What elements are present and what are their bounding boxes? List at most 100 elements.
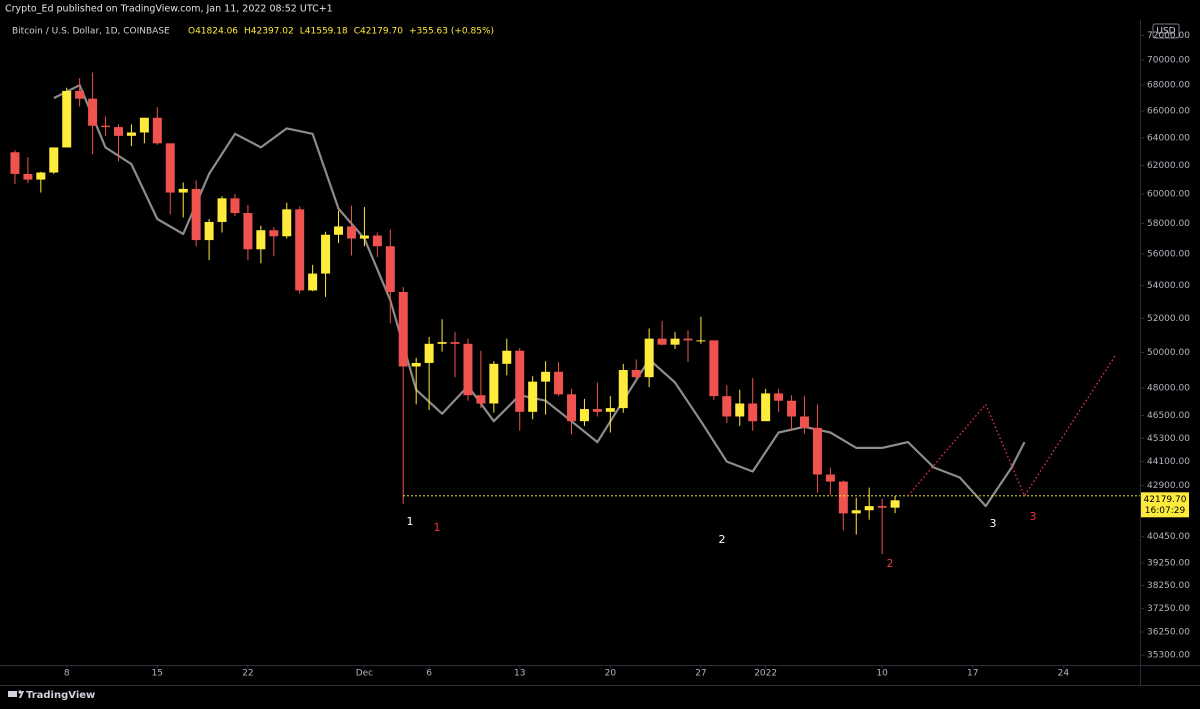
candle-body [88,98,98,126]
symbol-label: Bitcoin / U.S. Dollar, 1D, COINBASE [12,27,170,37]
candle-body [541,371,551,382]
y-tick-label: 42900.00 [1147,481,1190,491]
candle-body [735,403,745,417]
x-tick-label: 10 [876,669,888,679]
currency-label: USD [1156,27,1175,37]
candle-body [502,350,512,364]
ohlc-legend: O41824.06 H42397.02 L41559.18 C42179.70 +355… [188,27,494,37]
candle-body [489,363,499,404]
wave-label: 3 [1030,510,1037,523]
candle-body [49,147,59,173]
candle-body [515,350,525,412]
candle-body [424,343,434,363]
x-tick-label: 13 [514,669,525,679]
publish-header: Crypto_Ed published on TradingView.com, … [5,4,333,15]
candle-body [75,90,85,99]
candle-body [308,273,318,291]
y-tick-label: 38250.00 [1147,581,1190,591]
candle-body [346,226,356,239]
candle-body [851,510,861,514]
candle-body [269,230,279,237]
x-tick-label: 27 [695,669,706,679]
y-tick-label: 64000.00 [1147,133,1190,143]
y-tick-label: 39250.00 [1147,558,1190,568]
y-tick-label: 36250.00 [1147,628,1190,638]
y-tick-label: 45300.00 [1147,434,1190,444]
candle-body [592,409,602,412]
y-tick-label: 37250.00 [1147,604,1190,614]
x-tick-label: 8 [64,669,70,679]
x-tick-label: 17 [967,669,978,679]
candle-body [101,125,111,128]
candle-body [178,188,188,193]
candle-body [321,234,331,274]
tradingview-logo [8,690,24,698]
y-tick-label: 68000.00 [1147,81,1190,91]
candle-body [605,408,615,412]
y-tick-label: 62000.00 [1147,161,1190,171]
candle-body [36,172,46,180]
candle-body [644,338,654,378]
y-tick-label: 40450.00 [1147,532,1190,542]
candle-body [334,226,344,235]
candle-body [385,246,395,293]
candle-body [217,198,227,222]
logo-part [8,691,17,697]
candle-body [877,506,887,508]
wave-label: 1 [407,515,414,528]
candle-body [372,235,382,247]
candle-body [657,338,667,345]
candle-body [567,394,576,422]
candle-body [295,209,305,291]
y-tick-label: 72000.00 [1147,31,1190,41]
logo-part [19,691,24,698]
candle-body [774,393,784,401]
candle-body [670,338,680,345]
last-price: 42179.70 [1144,495,1187,505]
y-tick-label: 44100.00 [1147,457,1190,467]
y-tick-label: 66000.00 [1147,107,1190,117]
candle-body [243,213,253,250]
candle-body [191,188,201,241]
candle-body [398,292,408,367]
candle-body [864,506,874,511]
legend-value: +355.63 (+0.85%) [409,27,494,37]
wave-label: 3 [990,517,997,530]
candle-body [618,370,628,409]
candle-body [696,340,706,342]
x-tick-label: 6 [426,669,432,679]
candle-body [825,474,835,482]
candle-body [359,235,369,239]
y-tick-label: 60000.00 [1147,189,1190,199]
candle-body [631,370,641,378]
candle-body [748,403,758,422]
candle-body [113,127,123,136]
candle-body [256,230,266,250]
price-label-box [1141,492,1189,518]
y-tick-label: 56000.00 [1147,249,1190,259]
x-tick-label: Dec [356,669,373,679]
x-tick-label: 20 [605,669,617,679]
logo-part [18,690,22,694]
candle-body [10,152,20,174]
candle-body [528,381,538,412]
candle-body [282,209,292,237]
y-tick-label: 54000.00 [1147,281,1190,291]
wave-label: 1 [434,521,441,534]
candle-body [165,143,175,193]
candle-body [554,371,564,395]
candle-body [787,400,797,417]
legend-value: H42397.02 [244,27,294,37]
candle-body [761,393,771,422]
candle-body [437,342,447,344]
candle-body [890,500,900,508]
y-tick-label: 70000.00 [1147,55,1190,65]
x-tick-label: 24 [1058,669,1070,679]
y-tick-label: 58000.00 [1147,219,1190,229]
candle-body [450,342,460,344]
legend-value: C42179.70 [354,27,404,37]
x-tick-label: 2022 [754,669,777,679]
